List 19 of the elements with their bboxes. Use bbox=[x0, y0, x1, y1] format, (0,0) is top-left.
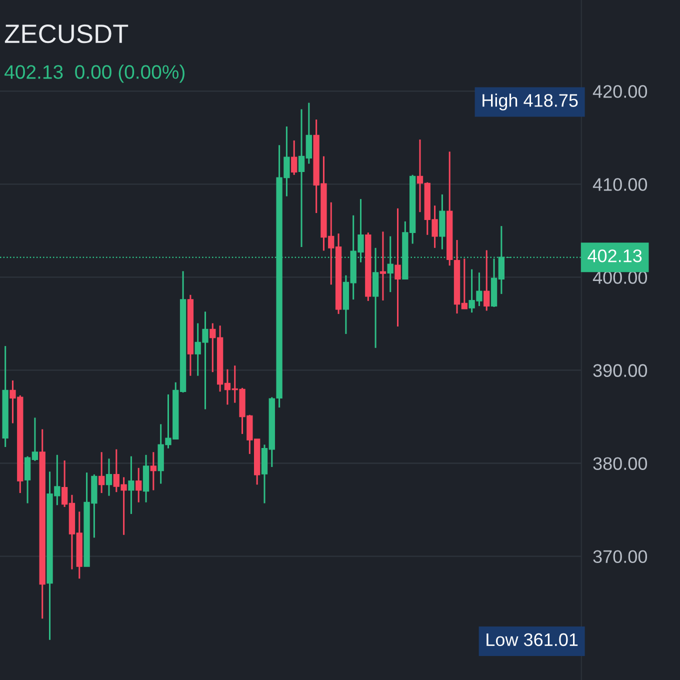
y-tick-label: 380.00 bbox=[593, 457, 648, 470]
candlestick bbox=[106, 458, 112, 497]
text: ZECUSDT bbox=[4, 24, 128, 44]
annotation: Low 361.01 bbox=[486, 633, 578, 646]
y-tick-label: 410.00 bbox=[592, 178, 648, 191]
candlestick bbox=[291, 140, 298, 176]
candlestick bbox=[136, 467, 142, 504]
y-tick-label: 420.00 bbox=[592, 85, 648, 98]
candlestick bbox=[128, 456, 134, 515]
candlestick bbox=[380, 230, 386, 302]
candlestick bbox=[394, 208, 401, 328]
candlestick bbox=[484, 249, 490, 312]
annotation: High 418.75 bbox=[482, 94, 578, 110]
candlestick bbox=[98, 451, 105, 494]
ref-line-label: 402.13 bbox=[588, 249, 642, 262]
y-tick-label: 390.00 bbox=[593, 364, 648, 377]
y-tick-label: 370.00 bbox=[593, 550, 648, 563]
candlestick bbox=[150, 451, 157, 491]
text: 402.13 0.00 (0.00%) bbox=[4, 64, 184, 83]
